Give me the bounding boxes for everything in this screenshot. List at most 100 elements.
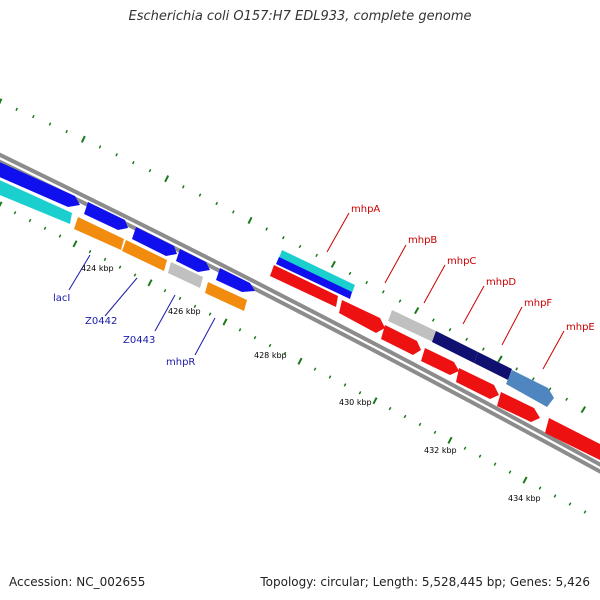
minor-tick [565,397,569,401]
scale-label-424: 424 kbp [81,264,114,273]
minor-tick [538,486,542,490]
minor-tick [265,227,269,231]
minor-tick [118,265,122,269]
minor-tick [358,391,362,395]
major-tick [372,397,378,405]
gene-block-grey-2[interactable] [388,310,436,342]
minor-tick [431,318,435,322]
major-tick [447,436,453,444]
gene-block-grey-1[interactable] [168,262,203,288]
minor-tick [103,257,107,262]
gene-block-red-4[interactable] [421,348,459,375]
major-tick [297,357,303,365]
major-tick [222,318,228,326]
minor-tick [43,226,47,230]
major-tick [580,406,587,414]
minor-tick [381,290,385,294]
minor-tick [48,122,52,126]
major-tick [522,476,528,484]
gene-label-mhpA: mhpA [351,204,380,215]
gene-block-orange-3[interactable] [205,282,247,311]
major-tick [247,216,253,224]
major-tick [0,201,3,208]
major-tick [72,240,78,248]
gene-block-blue-4[interactable] [176,249,210,272]
backbone-inner [0,159,600,474]
major-tick [330,260,336,268]
minor-tick [493,462,497,466]
minor-tick [508,470,512,474]
scale-label-428: 428 kbp [254,351,287,360]
gene-block-red-1[interactable] [270,265,338,307]
leader-mhpD [462,285,485,325]
outer-tick-track [0,98,587,414]
leader-mhpF [501,306,523,346]
leader-mhpR [194,317,216,356]
major-tick [0,98,3,105]
genome-summary-text: Topology: circular; Length: 5,528,445 bp… [260,575,590,589]
gene-block-blue-5[interactable] [216,268,255,292]
gene-block-navy-1[interactable] [432,331,478,363]
gene-block-red-6[interactable] [497,392,540,422]
gene-block-blue-3[interactable] [132,227,177,256]
leader-Z0442 [104,277,138,317]
minor-tick [178,296,182,301]
scale-label-430: 430 kbp [339,398,372,407]
minor-tick [343,383,347,387]
gene-block-red-7[interactable] [545,418,600,460]
gene-block-orange-2[interactable] [122,240,167,271]
minor-tick [478,454,482,458]
gene-block-blue-2[interactable] [84,202,128,230]
minor-tick [65,129,68,134]
gene-block-orange-1[interactable] [74,217,124,250]
gene-block-navy-2[interactable] [474,352,512,380]
minor-tick [365,280,369,285]
major-tick [497,355,503,363]
minor-tick [418,422,422,427]
gene-block-cyan-1[interactable] [0,178,72,224]
leader-mhpA [326,212,350,253]
gene-block-blue-1[interactable] [0,160,80,207]
minor-tick [15,107,18,111]
gene-block-steel-1[interactable] [506,370,554,407]
scale-label-426: 426 kbp [168,307,201,316]
minor-tick [583,510,587,514]
leader-Z0443 [154,294,176,332]
major-tick [147,279,153,287]
minor-tick [283,351,287,356]
gene-label-Z0443: Z0443 [123,335,155,346]
minor-tick [398,299,402,303]
minor-tick [281,236,285,240]
gene-block-red-2[interactable] [339,300,385,333]
minor-tick [115,153,118,157]
gene-block-red-3[interactable] [381,325,421,355]
minor-tick [253,335,257,340]
gene-block-blue-mhpA[interactable] [276,257,352,299]
minor-tick [148,168,152,173]
minor-tick [403,414,407,419]
gene-label-mhpB: mhpB [408,235,437,246]
minor-tick [98,145,102,149]
minor-tick [531,377,535,381]
gene-label-mhpF: mhpF [524,298,552,309]
gene-label-lacI: lacI [53,293,70,304]
accession-text: Accession: NC_002655 [9,575,146,589]
minor-tick [433,430,437,435]
leader-mhpB [384,244,407,284]
minor-tick [32,114,35,119]
minor-tick [515,367,519,371]
leader-mhpE [542,330,565,370]
inner-tick-track [0,201,587,514]
scale-label-432: 432 kbp [424,446,457,455]
gene-label-mhpD: mhpD [486,277,516,288]
minor-tick [315,253,319,258]
gene-block-red-5[interactable] [456,368,499,399]
minor-tick [548,387,552,391]
minor-tick [553,494,557,498]
leader-lacI [68,254,91,291]
minor-tick [28,218,32,223]
gene-block-cyan-mhpA[interactable] [279,250,355,293]
minor-tick [388,406,392,411]
gene-label-mhpR: mhpR [166,357,195,368]
